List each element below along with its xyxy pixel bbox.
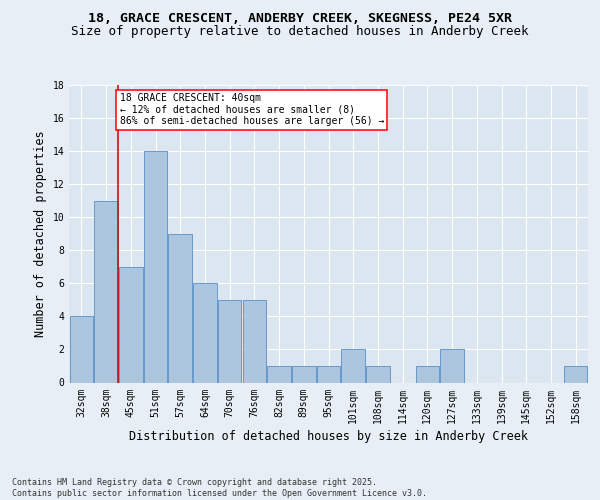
Bar (366, 366, 389, 382)
Bar (94, 200, 118, 382)
Bar (416, 366, 439, 382)
Bar (144, 151, 167, 382)
Text: Contains HM Land Registry data © Crown copyright and database right 2025.
Contai: Contains HM Land Registry data © Crown c… (12, 478, 427, 498)
Bar (193, 284, 217, 382)
Text: 18, GRACE CRESCENT, ANDERBY CREEK, SKEGNESS, PE24 5XR: 18, GRACE CRESCENT, ANDERBY CREEK, SKEGN… (88, 12, 512, 26)
Bar (169, 234, 192, 382)
Text: 18 GRACE CRESCENT: 40sqm
← 12% of detached houses are smaller (8)
86% of semi-de: 18 GRACE CRESCENT: 40sqm ← 12% of detach… (119, 94, 384, 126)
Bar (292, 366, 316, 382)
Bar (440, 350, 464, 382)
Bar (317, 366, 340, 382)
Bar (218, 300, 241, 382)
Text: Size of property relative to detached houses in Anderby Creek: Size of property relative to detached ho… (71, 25, 529, 38)
X-axis label: Distribution of detached houses by size in Anderby Creek: Distribution of detached houses by size … (129, 430, 528, 442)
Y-axis label: Number of detached properties: Number of detached properties (34, 130, 47, 337)
Bar (119, 267, 143, 382)
Bar (70, 316, 93, 382)
Bar (564, 366, 587, 382)
Bar (242, 300, 266, 382)
Bar (341, 350, 365, 382)
Bar (268, 366, 291, 382)
